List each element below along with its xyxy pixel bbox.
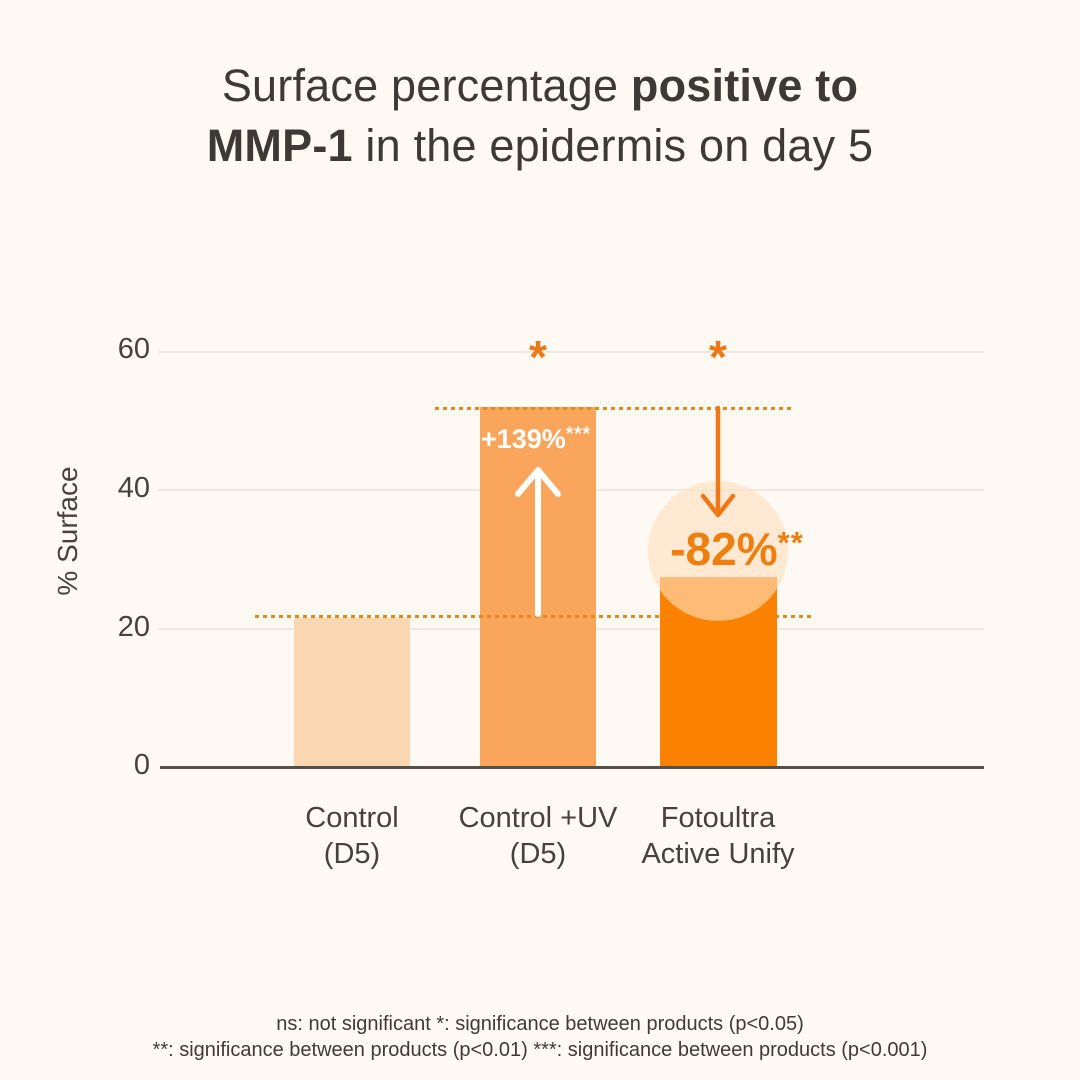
title-line-2: MMP-1 in the epidermis on day 5 <box>206 120 874 171</box>
page-title: Surface percentage positive to MMP-1 in … <box>0 56 1080 176</box>
reference-line-uv-level <box>435 407 795 411</box>
ytick-20: 20 <box>117 611 150 644</box>
uv-change-annotation: +139%*** <box>480 424 592 454</box>
title-line-1: Surface percentage positive to <box>221 60 859 111</box>
bar-control <box>294 618 410 767</box>
increase-arrow-icon <box>515 467 561 617</box>
ytick-0: 0 <box>133 749 150 782</box>
significance-asterisk-uv: * <box>529 331 547 383</box>
y-axis-label: % Surface <box>52 466 83 596</box>
significance-legend-line-1: ns: not significant *: significance betw… <box>276 1013 804 1035</box>
significance-legend-line-2: **: significance between products (p<0.0… <box>152 1039 928 1061</box>
ytick-60: 60 <box>117 333 150 366</box>
xlabel-fotoultra: Fotoultra Active Unify <box>641 802 795 870</box>
gridline-60 <box>158 351 984 353</box>
ytick-40: 40 <box>117 472 150 505</box>
significance-legend: ns: not significant *: significance betw… <box>0 1011 1080 1063</box>
x-axis-line <box>160 766 984 769</box>
significance-asterisk-product: * <box>709 331 727 383</box>
product-change-annotation: -82%** <box>670 523 804 575</box>
xlabel-control: Control (D5) <box>305 802 399 870</box>
xlabel-control-uv: Control +UV (D5) <box>458 802 618 870</box>
reference-line-control-level <box>255 614 813 618</box>
decrease-arrow-icon <box>700 406 736 518</box>
